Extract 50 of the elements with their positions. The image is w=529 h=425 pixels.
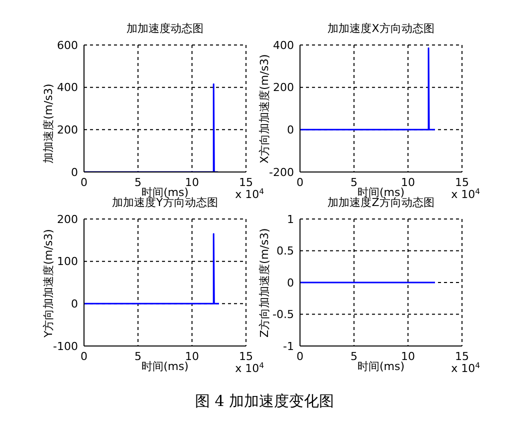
y-tick-label: 600	[57, 38, 78, 52]
x-tick-label: 5	[134, 176, 142, 189]
x-tick-label: 10	[185, 176, 199, 189]
x-axis-title: 时间(ms)	[141, 186, 189, 199]
x-tick-label: 10	[401, 350, 415, 363]
x-tick-label: 10	[401, 176, 415, 189]
chart-title: 加加速度动态图	[126, 22, 204, 35]
y-axis-title: Z方向加加速度(m/s3)	[258, 228, 271, 338]
y-tick-label: -200	[269, 166, 294, 179]
x-tick-label: 0	[296, 176, 304, 189]
x-axis-title: 时间(ms)	[141, 360, 189, 373]
x-tick-label: 15	[455, 176, 469, 189]
y-tick-label: 200	[57, 124, 78, 137]
x-tick-label: 0	[296, 350, 304, 363]
text: x 10$^{4}$	[451, 186, 480, 201]
x-tick-label: 5	[350, 176, 358, 189]
caption: 图 4 加加速度变化图	[194, 392, 336, 411]
y-tick-label: -100	[53, 340, 78, 353]
x-tick-label: 5	[134, 350, 142, 363]
x-tick-label: 15	[239, 350, 253, 363]
x-axis-title: 时间(ms)	[357, 186, 405, 199]
text: x 10$^{4}$	[451, 360, 480, 375]
y-tick-label: -1	[283, 340, 294, 353]
x-tick-label: 10	[185, 350, 199, 363]
y-tick-label: 0	[71, 166, 78, 179]
y-axis-title: 加加速度(m/s3)	[42, 84, 55, 164]
text: x 10$^{4}$	[235, 186, 264, 201]
x-tick-label: 15	[455, 350, 469, 363]
x-tick-label: 0	[80, 176, 88, 189]
y-tick-label: 400	[57, 81, 78, 94]
text: x 10$^{4}$	[235, 360, 264, 375]
y-tick-label: 0	[287, 124, 294, 137]
chart-title: 加加速度Z方向动态图	[328, 196, 434, 209]
y-tick-label: 0	[287, 276, 294, 290]
x-axis-title: 时间(ms)	[357, 360, 405, 373]
y-tick-label: 200	[273, 81, 294, 94]
chart-title: 加加速度X方向动态图	[328, 22, 434, 35]
chart-title: 加加速度Y方向动态图	[112, 196, 218, 209]
x-tick-label: 5	[350, 350, 358, 363]
x-tick-label: 15	[239, 176, 253, 189]
y-tick-label: 0.5	[276, 244, 294, 258]
y-axis-title: X方向加加速度(m/s3)	[258, 54, 271, 164]
y-tick-label: 0	[71, 298, 78, 311]
y-tick-label: 100	[57, 255, 78, 268]
y-tick-label: 400	[273, 38, 294, 52]
y-tick-label: 1	[287, 212, 294, 226]
y-axis-title: Y方向加加速度(m/s3)	[42, 229, 55, 338]
x-tick-label: 0	[80, 350, 88, 363]
y-tick-label: 200	[57, 212, 78, 226]
y-tick-label: -0.5	[272, 308, 294, 322]
